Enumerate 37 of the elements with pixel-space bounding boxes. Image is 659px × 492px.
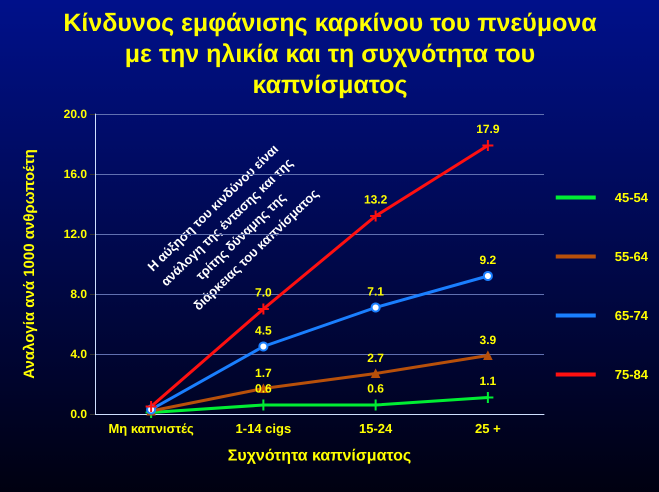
data-label: 2.7 bbox=[367, 351, 384, 365]
y-axis-title: Αναλογία ανά 1000 ανθρωποέτη bbox=[21, 149, 38, 379]
point bbox=[482, 271, 493, 281]
data-label: 1.1 bbox=[480, 374, 497, 388]
point bbox=[482, 140, 494, 151]
legend-label: 45-54 bbox=[614, 190, 649, 205]
point bbox=[483, 351, 492, 360]
data-label: 9.2 bbox=[480, 253, 497, 267]
data-label: 13.2 bbox=[364, 192, 388, 206]
data-label: 17.9 bbox=[476, 122, 500, 136]
data-label: 1.7 bbox=[255, 366, 272, 380]
data-label: 7.1 bbox=[367, 284, 384, 298]
y-tick-label: 16.0 bbox=[64, 167, 88, 181]
point bbox=[258, 342, 268, 352]
data-label: 4.5 bbox=[255, 324, 272, 338]
legend-label: 75-84 bbox=[614, 367, 649, 382]
point bbox=[370, 302, 381, 312]
data-label: 3.9 bbox=[480, 333, 497, 347]
legend-label: 65-74 bbox=[614, 308, 649, 323]
point bbox=[146, 401, 157, 412]
y-tick-label: 20.0 bbox=[64, 107, 88, 121]
x-tick-label: 15-24 bbox=[359, 421, 394, 436]
y-tick-label: 8.0 bbox=[70, 287, 88, 301]
x-tick-label: 25 + bbox=[475, 421, 502, 436]
point bbox=[370, 210, 382, 222]
y-tick-label: 4.0 bbox=[70, 347, 88, 361]
y-tick-label: 12.0 bbox=[64, 227, 88, 241]
point bbox=[258, 304, 269, 314]
x-axis-title: Συχνότητα καπνίσματος bbox=[228, 448, 412, 464]
x-tick-label: 1-14 cigs bbox=[236, 421, 292, 436]
data-label: 0.6 bbox=[367, 382, 384, 396]
chart-title: Κίνδυνος εμφάνισης καρκίνου του πνεύμονα με την ηλικία και τη συχνότητα του καπνίσματος bbox=[62, 8, 598, 101]
y-tick-label: 0.0 bbox=[70, 407, 88, 421]
data-label: 7.0 bbox=[255, 286, 272, 300]
x-tick-label: Μη καπνιστές bbox=[108, 421, 194, 436]
legend-label: 55-64 bbox=[614, 249, 649, 264]
point bbox=[371, 369, 380, 378]
